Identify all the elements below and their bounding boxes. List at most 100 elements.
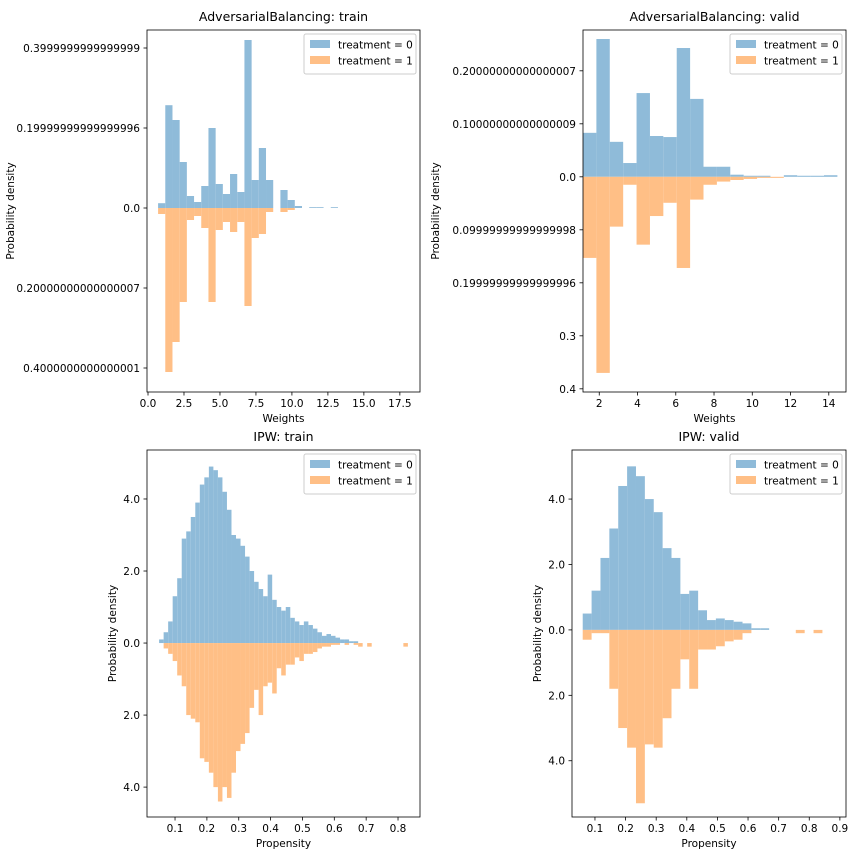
histogram-bar [280, 190, 288, 208]
histogram-bar [258, 208, 267, 234]
legend-box [303, 453, 417, 495]
histogram-bar [236, 643, 241, 752]
histogram-bar [285, 607, 291, 644]
histogram-bar [195, 643, 200, 723]
histogram-bar [308, 643, 313, 654]
histogram-bar [742, 623, 752, 630]
histogram-bar [222, 491, 227, 644]
subplot: 0.1 0.2 0.3 0.4 0.5 0.6 0.7 0.8 4.0 2.0 0.0 2.0 4.0 I… [107, 429, 421, 850]
histogram-bar [609, 176, 624, 227]
histogram-bar [680, 593, 690, 630]
histogram-bar [644, 499, 654, 630]
histogram-bar [195, 502, 200, 644]
histogram-bar [635, 476, 645, 630]
histogram-bar [783, 175, 798, 177]
y-axis-label: Probability density [5, 162, 17, 259]
subplot: 0.0 2.5 5.0 7.5 10.0 12.5 15.0 17.5 0.3999999999… [5, 9, 421, 425]
histogram-bar [330, 643, 336, 645]
histogram-bar [649, 136, 664, 177]
y-tick-label: 0.20000000000000007 [16, 283, 140, 295]
histogram-bar [662, 548, 672, 630]
histogram-bar [582, 629, 592, 640]
histogram-bar [596, 176, 610, 373]
y-tick-label: 0.09999999999999998 [452, 225, 576, 237]
histogram-bar [287, 208, 295, 210]
legend-swatch [736, 460, 756, 468]
histogram-bar [690, 176, 704, 200]
histogram-bar [240, 643, 246, 744]
histogram-bar [186, 196, 195, 208]
legend-swatch [736, 56, 756, 64]
histogram-bar [158, 208, 166, 214]
histogram-bar [751, 628, 761, 630]
histogram-bar [707, 629, 716, 650]
histogram-bar [649, 176, 664, 217]
chart-title: AdversarialBalancing: train [199, 9, 368, 24]
histogram-bar [194, 202, 202, 208]
legend-swatch [310, 56, 330, 64]
x-tick-label: 0.9 [832, 823, 849, 835]
histogram-bar [163, 632, 169, 644]
histogram-bar [222, 194, 231, 208]
histogram-bar [213, 643, 218, 788]
histogram-bar [813, 629, 823, 634]
histogram-bar [204, 477, 209, 644]
histogram-bar [757, 175, 771, 177]
y-tick-label: 0.10000000000000009 [452, 119, 576, 131]
histogram-bar [326, 643, 331, 647]
histogram-bar [321, 643, 327, 647]
histogram-bar [172, 643, 178, 662]
histogram-bar [317, 632, 322, 644]
plot-frame [146, 449, 421, 818]
histogram-bar [266, 208, 274, 212]
histogram-bar [258, 148, 267, 208]
y-axis-label: Probability density [107, 585, 119, 682]
histogram-bar [770, 176, 784, 178]
histogram-bar [358, 643, 363, 647]
histogram-bar [663, 137, 677, 177]
histogram-bar [236, 538, 241, 644]
legend-label: treatment = 1 [338, 56, 413, 68]
histogram-bar [618, 485, 628, 630]
histogram-bar [194, 208, 202, 216]
histogram-bar [698, 610, 708, 630]
x-tick-label: 2 [596, 398, 603, 410]
x-tick-label: 17.5 [388, 398, 411, 410]
histogram-bar [353, 643, 359, 645]
histogram-bar [724, 629, 734, 642]
y-tick-label: 0.3999999999999999 [23, 43, 140, 55]
histogram-bar [303, 621, 309, 644]
x-tick-label: 7.5 [248, 398, 265, 410]
histogram-bar [321, 635, 327, 644]
histogram-bar [663, 176, 677, 203]
histogram-bar [353, 641, 359, 644]
y-tick-label: 0.3 [559, 331, 576, 343]
x-tick-label: 0.3 [230, 823, 247, 835]
histogram-bar [653, 512, 663, 630]
histogram-bar [330, 207, 338, 208]
histogram-bar [231, 643, 237, 773]
histogram-bar [245, 556, 250, 644]
histogram-bar [716, 166, 731, 177]
histogram-bar [635, 629, 645, 804]
legend-swatch [736, 476, 756, 484]
x-tick-label: 6 [672, 398, 679, 410]
y-tick-label: 4.0 [548, 494, 565, 506]
y-tick-label: 4.0 [123, 494, 140, 506]
histogram-bar [596, 39, 610, 177]
legend-swatch [310, 40, 330, 48]
x-axis-label: Weights [262, 413, 304, 425]
histogram-bar [636, 93, 650, 177]
histogram-bar [172, 120, 180, 208]
histogram-bar [190, 643, 196, 719]
histogram-bar [290, 617, 295, 644]
histogram-bar [730, 174, 744, 177]
histogram-bar [163, 643, 169, 649]
histogram-bar [240, 545, 246, 644]
histogram-bar [258, 589, 264, 644]
histogram-bar [591, 590, 601, 630]
y-axis-label: Probability density [430, 162, 442, 259]
histogram-bar [308, 625, 313, 644]
histogram-bar [226, 509, 232, 644]
chart-title: IPW: valid [679, 429, 740, 444]
